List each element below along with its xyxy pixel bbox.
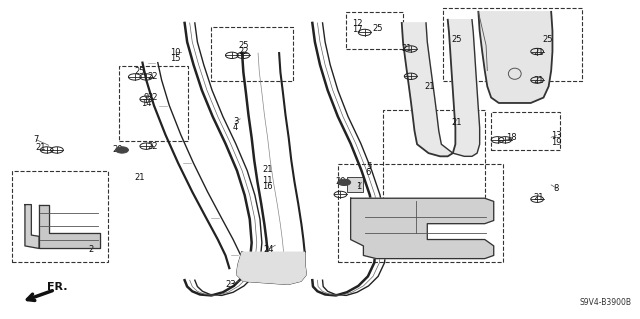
Text: FR.: FR. — [47, 282, 67, 292]
Text: 25: 25 — [372, 24, 383, 33]
Text: 2: 2 — [89, 245, 94, 254]
Text: 25: 25 — [238, 41, 248, 50]
Text: 21: 21 — [134, 174, 145, 182]
Text: 25: 25 — [451, 35, 462, 44]
Polygon shape — [351, 198, 493, 259]
Bar — [347, 177, 363, 192]
Text: 21: 21 — [451, 118, 462, 128]
Bar — [119, 66, 188, 141]
Circle shape — [338, 179, 351, 186]
Polygon shape — [39, 204, 100, 249]
Text: 9: 9 — [143, 93, 149, 102]
Text: 25: 25 — [134, 67, 145, 76]
Text: 12: 12 — [352, 19, 362, 28]
Text: 18: 18 — [506, 133, 517, 142]
Polygon shape — [25, 204, 39, 249]
Text: 21: 21 — [36, 143, 46, 152]
Text: 21: 21 — [401, 44, 412, 54]
Text: 25: 25 — [543, 35, 553, 44]
Text: 22: 22 — [147, 142, 158, 151]
Text: 5: 5 — [366, 162, 371, 171]
Polygon shape — [402, 20, 479, 156]
Text: 21: 21 — [424, 82, 435, 91]
Polygon shape — [237, 252, 306, 284]
Bar — [211, 27, 293, 81]
Text: 10: 10 — [170, 48, 181, 57]
Text: 20: 20 — [335, 177, 346, 186]
Bar — [338, 164, 502, 262]
Circle shape — [116, 147, 129, 153]
Text: 16: 16 — [262, 182, 273, 191]
Text: 14: 14 — [141, 100, 152, 108]
Text: S9V4-B3900B: S9V4-B3900B — [580, 298, 632, 307]
Text: 21: 21 — [534, 76, 544, 85]
Text: 22: 22 — [238, 47, 248, 56]
Text: 13: 13 — [551, 131, 561, 140]
Text: 8: 8 — [554, 184, 559, 193]
Text: 15: 15 — [170, 54, 181, 63]
Text: 6: 6 — [366, 168, 371, 177]
Text: 20: 20 — [112, 145, 123, 154]
Bar — [346, 12, 403, 49]
Text: 17: 17 — [352, 26, 362, 34]
Text: 7: 7 — [34, 135, 39, 144]
Text: 21: 21 — [534, 193, 544, 202]
Bar — [383, 110, 484, 214]
Text: 4: 4 — [233, 123, 238, 132]
Polygon shape — [478, 12, 552, 103]
Bar — [443, 8, 582, 81]
Text: 22: 22 — [147, 93, 158, 102]
Text: 22: 22 — [147, 72, 158, 81]
Text: 11: 11 — [262, 176, 273, 185]
Text: 24: 24 — [264, 245, 274, 254]
Text: 3: 3 — [233, 117, 238, 126]
Bar — [491, 113, 560, 150]
Text: 1: 1 — [356, 182, 361, 191]
Text: 23: 23 — [225, 279, 236, 288]
Bar — [12, 171, 108, 262]
Text: 21: 21 — [534, 48, 544, 57]
Text: 19: 19 — [551, 137, 561, 146]
Text: 21: 21 — [262, 165, 273, 174]
